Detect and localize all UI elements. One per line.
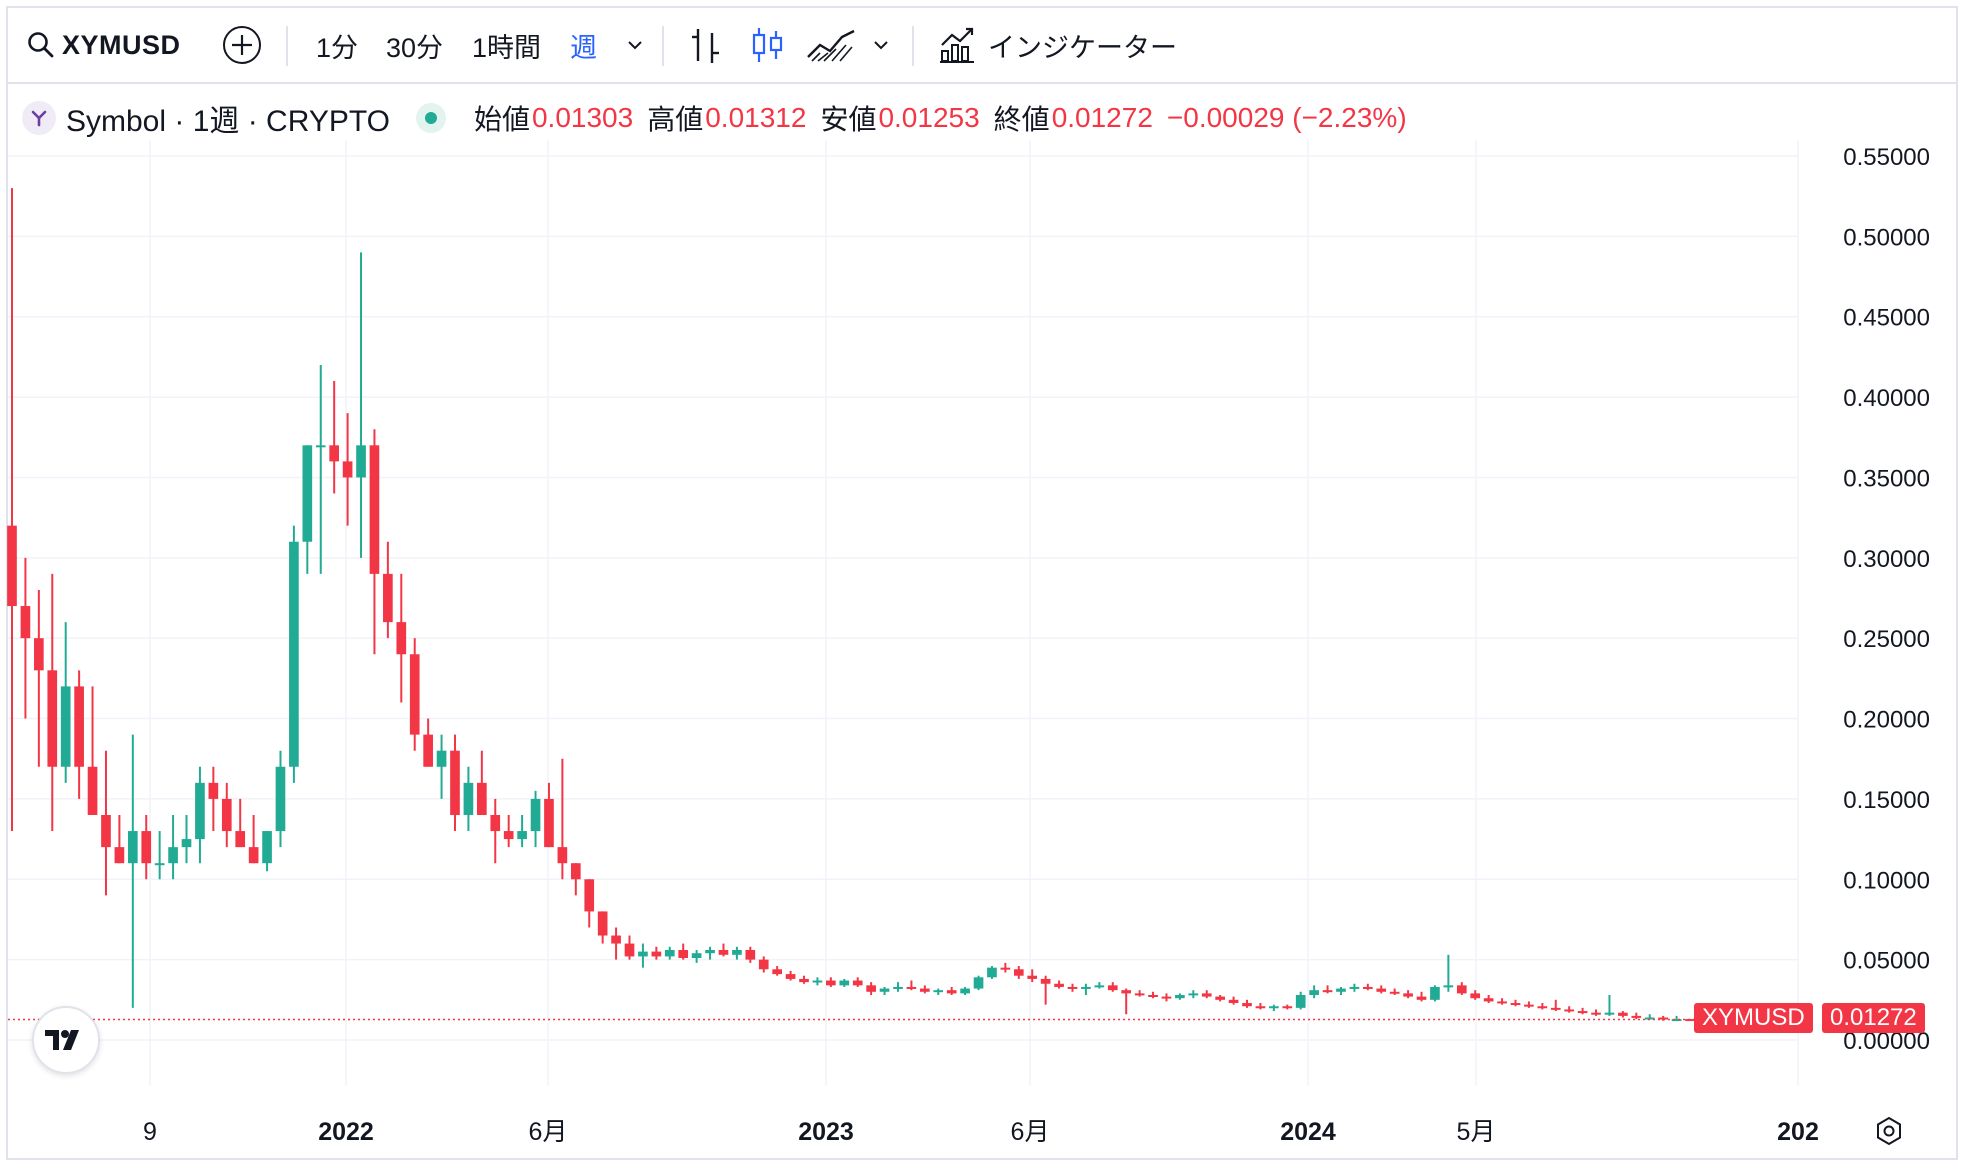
- area-style-button[interactable]: [806, 8, 856, 82]
- legend-close-value: 0.01272: [1051, 102, 1153, 133]
- legend-low-label: 安値: [820, 104, 877, 135]
- tradingview-logo[interactable]: [32, 1006, 100, 1074]
- legend-open-value: 0.01303: [531, 102, 634, 133]
- chart-style-dropdown-button[interactable]: [870, 8, 892, 82]
- market-status-icon: [415, 103, 446, 133]
- legend-close-label: 終値: [993, 104, 1050, 135]
- interval-1h-button[interactable]: 1時間: [472, 32, 542, 63]
- legend-high-label: 高値: [647, 104, 704, 135]
- bar-style-icon: [692, 29, 719, 63]
- symbol-search-button[interactable]: XYMUSD: [26, 8, 181, 82]
- chevron-down-icon: [628, 41, 642, 50]
- price-tag-symbol: XYMUSD: [1694, 1003, 1813, 1033]
- chevron-down-icon: [874, 41, 888, 50]
- legend-title: Symbol · 1週 · CRYPTO: [66, 105, 390, 138]
- search-icon: [28, 32, 54, 58]
- interval-dropdown-button[interactable]: [624, 8, 646, 82]
- legend-open-label: 始値: [473, 104, 530, 135]
- top-toolbar: XYMUSD 1分 30分 1時間 週: [8, 8, 1956, 84]
- indicators-label: インジケーター: [988, 32, 1177, 63]
- area-style-icon: [807, 29, 855, 62]
- indicators-button[interactable]: インジケーター: [938, 8, 1177, 82]
- legend-low-value: 0.01253: [878, 102, 980, 133]
- interval-1m-button[interactable]: 1分: [316, 32, 359, 63]
- chart-frame: [6, 6, 1958, 1160]
- toolbar-divider: [912, 26, 914, 66]
- candle-style-icon: [752, 28, 783, 62]
- bar-style-button[interactable]: [688, 8, 724, 82]
- price-tag-value: 0.01272: [1822, 1003, 1925, 1033]
- settings-icon: [1877, 1116, 1901, 1146]
- interval-week-button[interactable]: 週: [570, 32, 597, 63]
- add-symbol-button[interactable]: [222, 8, 262, 82]
- add-symbol-icon: [223, 26, 261, 64]
- legend-change-value: −0.00029 (−2.23%): [1166, 102, 1407, 133]
- interval-30m-button[interactable]: 30分: [386, 32, 444, 63]
- indicators-icon: [940, 27, 974, 63]
- symbol-name: XYMUSD: [62, 29, 181, 60]
- tradingview-logo-icon: [45, 1030, 79, 1050]
- chart-legend: Symbol · 1週 · CRYPTO 始値 0.01303 高値 0.013…: [22, 96, 1421, 140]
- toolbar-divider: [662, 26, 664, 66]
- symbol-logo: [22, 101, 56, 135]
- toolbar-divider: [286, 26, 288, 66]
- chart-settings-button[interactable]: [1872, 1114, 1906, 1148]
- legend-high-value: 0.01312: [705, 102, 807, 133]
- candle-style-button[interactable]: [750, 8, 786, 82]
